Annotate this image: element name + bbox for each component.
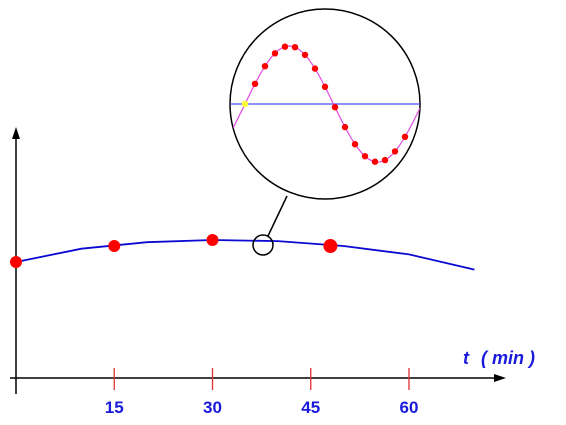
x-tick-label: 15: [105, 398, 124, 417]
magnifier-lens: [252, 234, 274, 256]
x-ticks: [113, 368, 410, 390]
inset-sample-point: [401, 133, 409, 140]
inset-sample-point: [381, 156, 389, 164]
inset-sample-point: [341, 123, 349, 131]
magnifier-connector: [267, 195, 288, 237]
inset-sample-point: [361, 153, 369, 160]
data-point: [108, 240, 121, 253]
inset-sample-points: [241, 43, 409, 165]
magnifier: [229, 8, 421, 256]
inset-sample-point: [301, 51, 309, 59]
data-point: [206, 233, 219, 246]
inset-sample-point: [331, 104, 339, 111]
x-axis-arrowhead: [494, 374, 506, 382]
inset-sample-point: [251, 80, 259, 88]
y-axis-arrowhead: [12, 127, 20, 139]
data-point: [10, 256, 22, 268]
x-tick-label: 30: [203, 398, 222, 417]
x-axis-variable: t: [463, 348, 470, 368]
inset-sample-point: [291, 44, 299, 51]
inset-sample-point: [261, 62, 269, 70]
inset-sample-point: [321, 83, 329, 91]
x-axis-title: t ( min ): [463, 348, 535, 368]
x-tick-labels: 15 30 45 60: [105, 398, 419, 417]
x-tick-label: 45: [301, 398, 320, 417]
inset-start-point: [241, 100, 249, 108]
series-line: [15, 239, 475, 271]
data-points: [10, 233, 338, 268]
inset-sample-point: [311, 65, 319, 72]
inset-sample-point: [351, 141, 359, 148]
inset-sample-point: [271, 50, 279, 57]
inset-sample-point: [281, 43, 289, 50]
data-point: [323, 239, 338, 254]
inset-sample-point: [371, 158, 379, 165]
x-axis-unit: ( min ): [481, 348, 535, 368]
inset-sample-point: [391, 148, 399, 155]
x-tick-label: 60: [400, 398, 419, 417]
